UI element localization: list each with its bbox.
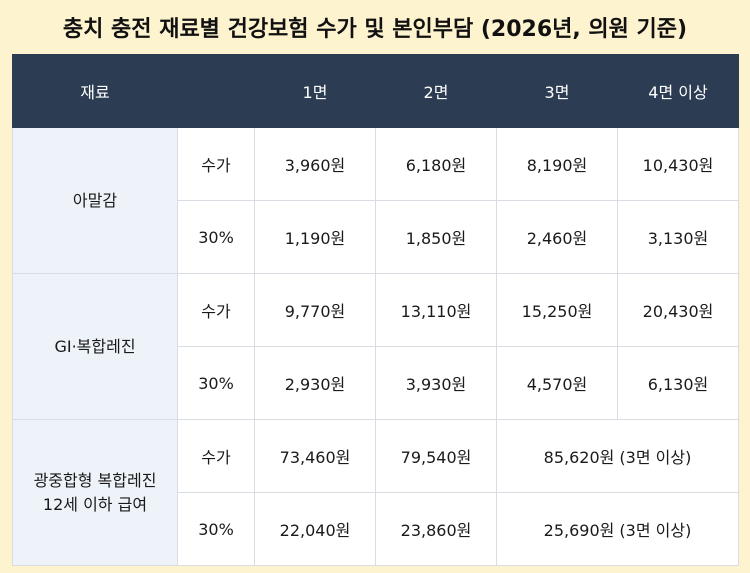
table-cell: 2,460원: [496, 200, 618, 274]
table-row: 30% 22,040원 23,860원 25,690원 (3면 이상): [13, 492, 739, 566]
table-cell: 3,960원: [254, 127, 376, 201]
table-header-row: 재료 1면 2면 3면 4면 이상: [12, 54, 739, 128]
material-coverage-note: 12세 이하 급여: [42, 494, 148, 514]
table-cell: 79,540원: [375, 419, 497, 493]
table-cell: 20,430원: [617, 273, 739, 347]
table-cell: 23,860원: [375, 492, 497, 566]
material-gi-composite: GI·복합레진: [12, 273, 178, 420]
table-cell: 15,250원: [496, 273, 618, 347]
table-cell: 3,930원: [375, 346, 497, 420]
row-label-fee: 수가: [177, 127, 255, 201]
header-2-surface: 2면: [375, 54, 497, 128]
table-cell: 1,850원: [375, 200, 497, 274]
table-cell: 73,460원: [254, 419, 376, 493]
table-cell: 8,190원: [496, 127, 618, 201]
header-1-surface: 1면: [254, 54, 376, 128]
header-material: 재료: [12, 54, 178, 128]
table-row: GI·복합레진 수가 9,770원 13,110원 15,250원 20,430…: [12, 273, 739, 420]
table-cell: 1,190원: [254, 200, 376, 274]
row-label-copay: 30%: [177, 492, 255, 566]
fee-table: 재료 1면 2면 3면 4면 이상 아말감 수가 3,960원 6,180원 8…: [12, 54, 739, 566]
table-cell: 85,620원 (3면 이상): [496, 419, 739, 493]
row-label-fee: 수가: [177, 273, 255, 347]
row-label-copay: 30%: [177, 200, 255, 274]
table-cell: 6,180원: [375, 127, 497, 201]
material-amalgam: 아말감: [12, 127, 178, 274]
header-3-surface: 3면: [496, 54, 618, 128]
table-cell: 22,040원: [254, 492, 376, 566]
table-cell: 25,690원 (3면 이상): [496, 492, 739, 566]
header-type: [177, 54, 255, 128]
material-light-cure-composite: 광중합형 복합레진 12세 이하 급여: [12, 419, 178, 566]
table-row: 30% 2,930원 3,930원 4,570원 6,130원: [13, 346, 739, 420]
table-cell: 6,130원: [617, 346, 739, 420]
table-row: 광중합형 복합레진 12세 이하 급여 수가 73,460원 79,540원 8…: [12, 419, 739, 566]
table-cell: 9,770원: [254, 273, 376, 347]
table-cell: 4,570원: [496, 346, 618, 420]
row-label-fee: 수가: [177, 419, 255, 493]
table-cell: 13,110원: [375, 273, 497, 347]
table-row: 30% 1,190원 1,850원 2,460원 3,130원: [13, 200, 739, 274]
row-label-copay: 30%: [177, 346, 255, 420]
material-name-line: 광중합형 복합레진: [33, 470, 157, 490]
table-cell: 3,130원: [617, 200, 739, 274]
header-4-surface: 4면 이상: [617, 54, 739, 128]
table-cell: 10,430원: [617, 127, 739, 201]
table-row: 아말감 수가 3,960원 6,180원 8,190원 10,430원: [12, 127, 739, 274]
page-title: 충치 충전 재료별 건강보험 수가 및 본인부담 (2026년, 의원 기준): [62, 17, 688, 42]
table-cell: 2,930원: [254, 346, 376, 420]
